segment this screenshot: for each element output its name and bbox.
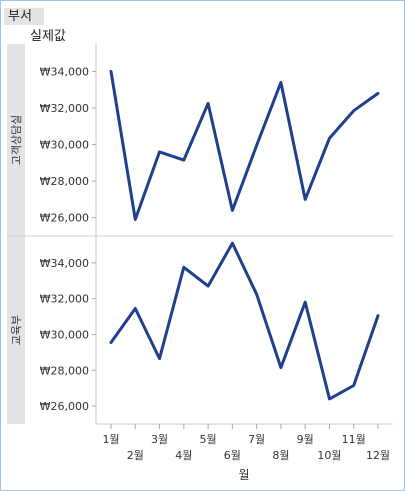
panel-label: 고객상담실 <box>10 115 23 166</box>
x-tick-label: 2월 <box>127 449 144 462</box>
panel-label: 교육부 <box>10 315 23 345</box>
y-tick-label: ₩34,000 <box>40 65 89 78</box>
y-tick-label: ₩30,000 <box>40 328 89 341</box>
series-line[interactable] <box>109 69 380 221</box>
y-tick-label: ₩34,000 <box>40 257 89 270</box>
x-tick-label: 3월 <box>151 433 168 446</box>
y-tick-label: ₩30,000 <box>40 139 89 152</box>
x-tick-label: 10월 <box>317 449 341 462</box>
dimension-pill[interactable]: 부서 <box>4 8 44 25</box>
x-tick-label: 6월 <box>224 449 241 462</box>
y-tick-label: ₩28,000 <box>40 364 89 377</box>
x-tick-label: 9월 <box>297 433 314 446</box>
x-tick-label: 7월 <box>248 433 265 446</box>
y-tick-label: ₩26,000 <box>40 400 89 413</box>
x-axis-title: 월 <box>238 468 249 482</box>
y-tick-label: ₩26,000 <box>40 212 89 225</box>
measure-label: 실제값 <box>30 29 66 44</box>
panel-header-strip <box>7 236 25 424</box>
x-tick-label: 8월 <box>272 449 289 462</box>
x-tick-label: 11월 <box>342 433 366 446</box>
x-tick-label: 4월 <box>175 449 192 462</box>
x-tick-label: 5월 <box>200 433 217 446</box>
y-tick-label: ₩32,000 <box>40 102 89 115</box>
panel-header-strip <box>7 44 25 236</box>
x-tick-label: 12월 <box>366 449 390 462</box>
y-tick-label: ₩32,000 <box>40 293 89 306</box>
y-tick-label: ₩28,000 <box>40 175 89 188</box>
x-tick-label: 1월 <box>102 433 119 446</box>
series-line[interactable] <box>109 241 380 401</box>
